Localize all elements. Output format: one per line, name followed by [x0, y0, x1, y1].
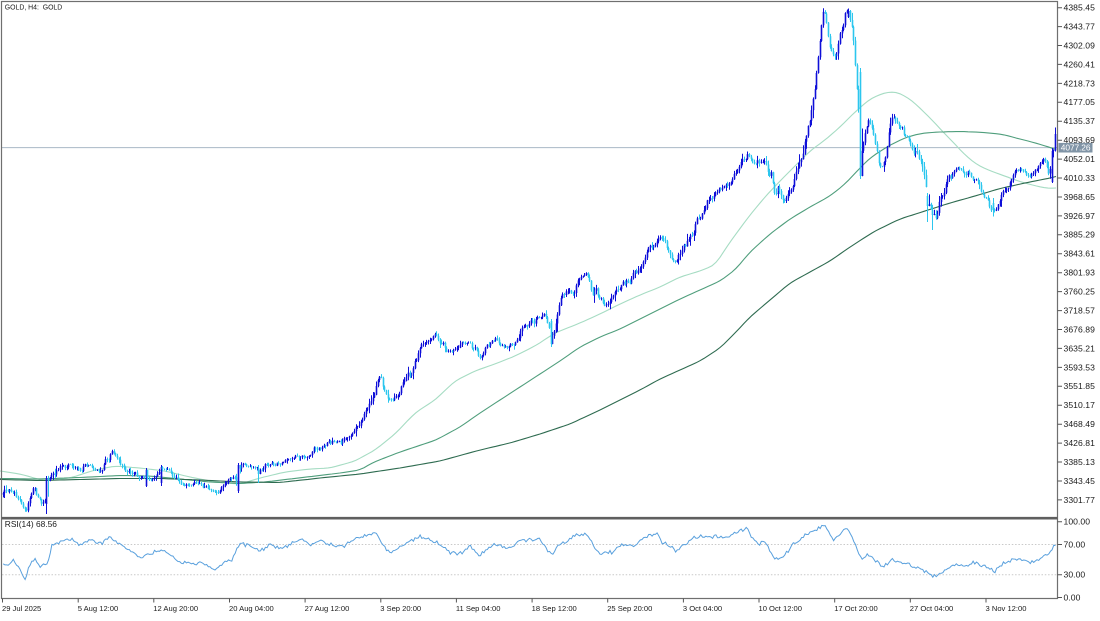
svg-text:3968.65: 3968.65	[1064, 192, 1096, 202]
svg-text:4385.45: 4385.45	[1064, 3, 1096, 13]
svg-text:100.00: 100.00	[1064, 517, 1091, 527]
svg-text:4302.09: 4302.09	[1064, 40, 1096, 50]
svg-text:3426.81: 3426.81	[1064, 438, 1096, 448]
svg-text:3885.29: 3885.29	[1064, 230, 1096, 240]
svg-text:4052.01: 4052.01	[1064, 154, 1096, 164]
svg-text:4093.69: 4093.69	[1064, 135, 1096, 145]
svg-text:3468.49: 3468.49	[1064, 419, 1096, 429]
svg-text:27 Aug 12:00: 27 Aug 12:00	[305, 604, 350, 613]
svg-text:3843.61: 3843.61	[1064, 249, 1096, 259]
svg-text:3676.89: 3676.89	[1064, 324, 1096, 334]
svg-text:4218.73: 4218.73	[1064, 78, 1096, 88]
svg-text:70.00: 70.00	[1064, 539, 1086, 549]
svg-text:4177.05: 4177.05	[1064, 97, 1096, 107]
svg-text:3 Oct 04:00: 3 Oct 04:00	[683, 604, 722, 613]
svg-text:4135.37: 4135.37	[1064, 116, 1096, 126]
svg-text:GOLD, H4: GOLD: GOLD, H4: GOLD	[5, 5, 62, 12]
svg-text:3551.85: 3551.85	[1064, 381, 1096, 391]
svg-text:3343.45: 3343.45	[1064, 476, 1096, 486]
svg-text:29 Jul 2025: 29 Jul 2025	[2, 604, 41, 613]
svg-text:3301.77: 3301.77	[1064, 495, 1096, 505]
svg-text:RSI(14) 68.56: RSI(14) 68.56	[5, 519, 57, 529]
svg-text:17 Oct 20:00: 17 Oct 20:00	[834, 604, 877, 613]
svg-text:4260.41: 4260.41	[1064, 59, 1096, 69]
svg-text:10 Oct 12:00: 10 Oct 12:00	[759, 604, 802, 613]
svg-text:20 Aug 04:00: 20 Aug 04:00	[229, 604, 274, 613]
svg-text:25 Sep 20:00: 25 Sep 20:00	[607, 604, 652, 613]
svg-text:3635.21: 3635.21	[1064, 343, 1096, 353]
svg-text:3760.25: 3760.25	[1064, 287, 1096, 297]
svg-text:30.00: 30.00	[1064, 570, 1086, 580]
svg-text:0.00: 0.00	[1064, 592, 1081, 602]
svg-text:12 Aug 20:00: 12 Aug 20:00	[153, 604, 198, 613]
svg-text:3 Sep 20:00: 3 Sep 20:00	[380, 604, 421, 613]
svg-text:3718.57: 3718.57	[1064, 306, 1096, 316]
svg-text:4343.77: 4343.77	[1064, 22, 1096, 32]
svg-text:3 Nov 12:00: 3 Nov 12:00	[986, 604, 1027, 613]
svg-text:5 Aug 12:00: 5 Aug 12:00	[78, 604, 119, 613]
svg-text:27 Oct 04:00: 27 Oct 04:00	[910, 604, 953, 613]
svg-text:11 Sep 04:00: 11 Sep 04:00	[456, 604, 501, 613]
svg-text:4010.33: 4010.33	[1064, 173, 1096, 183]
svg-text:4077.26: 4077.26	[1061, 142, 1091, 152]
svg-text:18 Sep 12:00: 18 Sep 12:00	[532, 604, 577, 613]
svg-text:3593.53: 3593.53	[1064, 362, 1096, 372]
svg-text:3510.17: 3510.17	[1064, 400, 1096, 410]
svg-text:3926.97: 3926.97	[1064, 211, 1096, 221]
svg-text:3801.93: 3801.93	[1064, 268, 1096, 278]
svg-text:3385.13: 3385.13	[1064, 457, 1096, 467]
